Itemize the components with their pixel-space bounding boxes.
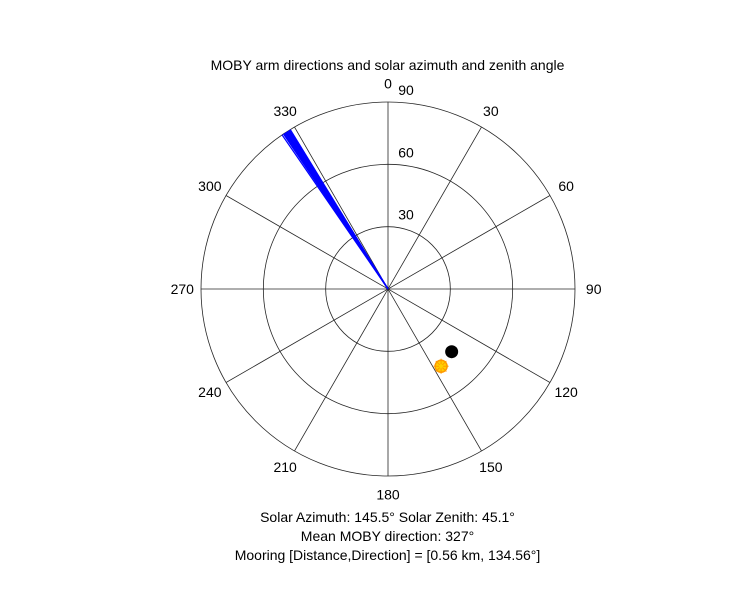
- theta-tick-label: 0: [384, 75, 392, 91]
- theta-tick-label: 30: [483, 103, 499, 119]
- sun-ray: [435, 360, 441, 366]
- theta-tick-label: 180: [376, 487, 400, 503]
- r-tick-label: 30: [398, 207, 414, 223]
- sun-ray: [442, 367, 447, 372]
- chart-title: MOBY arm directions and solar azimuth an…: [210, 57, 565, 73]
- moby-arm-line: [283, 133, 389, 290]
- r-tick-label: 90: [398, 82, 414, 98]
- sun-ray: [435, 367, 441, 372]
- theta-tick-label: 210: [273, 459, 297, 475]
- theta-tick-label: 270: [171, 281, 195, 297]
- theta-tick-label: 90: [586, 281, 602, 297]
- theta-tick-label: 330: [273, 103, 297, 119]
- solar-caption: Solar Azimuth: 145.5° Solar Zenith: 45.1…: [260, 509, 515, 525]
- mean-direction-caption: Mean MOBY direction: 327°: [300, 528, 475, 544]
- r-tick-label: 60: [398, 144, 414, 160]
- moby-arm-line: [288, 129, 389, 290]
- mooring-marker: [445, 345, 459, 359]
- theta-tick-label: 240: [198, 384, 222, 400]
- sun-ray: [442, 360, 447, 366]
- mooring-caption: Mooring [Distance,Direction] = [0.56 km,…: [234, 547, 541, 563]
- theta-tick-label: 150: [479, 459, 503, 475]
- theta-tick-label: 300: [198, 178, 222, 194]
- theta-tick-label: 120: [554, 384, 578, 400]
- theta-tick-label: 60: [558, 178, 574, 194]
